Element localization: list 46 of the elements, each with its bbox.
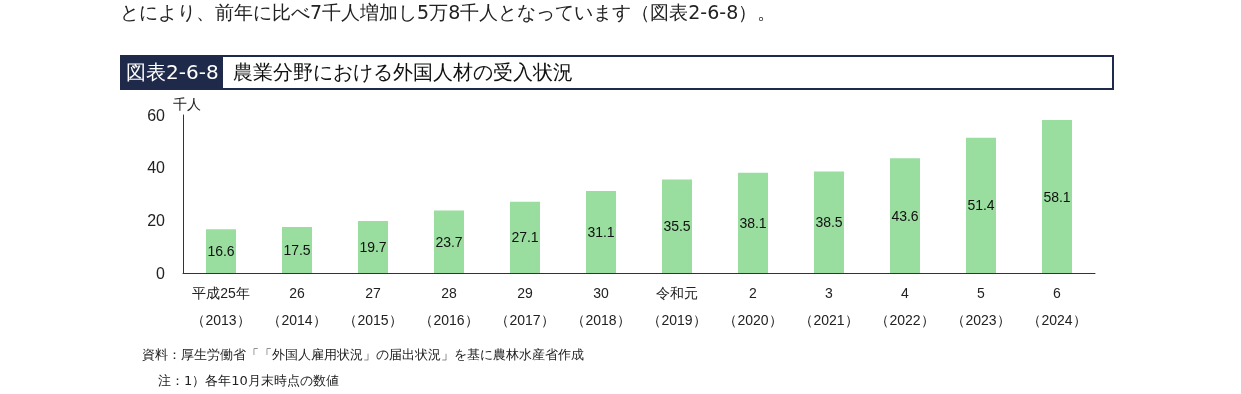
x-tick-label: 4（2022） <box>875 284 935 328</box>
x-tick-label: 5（2023） <box>951 284 1011 328</box>
data-label: 16.6 <box>207 243 235 260</box>
y-tick-label: 20 <box>147 211 166 229</box>
data-label: 27.1 <box>511 229 539 246</box>
bar <box>358 221 388 273</box>
bar <box>738 172 768 273</box>
bar <box>1042 120 1072 273</box>
x-tick-label: 27（2015） <box>343 284 403 328</box>
x-tick-label: 26（2014） <box>267 284 327 328</box>
chart-title: 農業分野における外国人材の受入状況 <box>231 59 573 86</box>
bar <box>966 137 996 273</box>
text: 注：1）各年10月末時点の数値 <box>158 372 339 390</box>
y-tick-label: 60 <box>147 106 166 124</box>
y-tick-label: 0 <box>156 264 166 282</box>
x-tick-label: 2（2020） <box>723 284 783 328</box>
data-label: 38.5 <box>815 214 843 231</box>
x-tick-label: 6（2024） <box>1027 284 1087 328</box>
data-label: 43.6 <box>891 207 919 224</box>
bar <box>282 226 312 273</box>
data-label: 23.7 <box>435 233 463 250</box>
data-label: 19.7 <box>359 239 387 256</box>
data-label: 38.1 <box>739 214 767 231</box>
y-axis-title: 千人 <box>173 96 201 112</box>
data-label: 58.1 <box>1043 188 1071 205</box>
y-tick-label: 40 <box>147 159 166 177</box>
text: 資料：厚生労働省「「外国人雇用状況」の届出状況」を基に農林水産省作成 <box>142 346 584 364</box>
data-label: 31.1 <box>587 224 615 241</box>
bar <box>814 171 844 273</box>
chart-subtitle: 図表2-6-8 <box>122 57 223 88</box>
x-tick-label: 30（2018） <box>571 284 631 328</box>
data-label: 17.5 <box>283 241 311 258</box>
data-label: 51.4 <box>967 197 995 214</box>
x-tick-label: 平成25年（2013） <box>191 284 251 328</box>
bar <box>890 158 920 273</box>
text: とにより、前年に比べ7千人増加し5万8千人となっています（図表2-6-8）。 <box>120 0 777 25</box>
bar <box>434 210 464 273</box>
x-tick-label: 令和元（2019） <box>647 284 707 328</box>
bar <box>586 191 616 273</box>
bar <box>662 179 692 273</box>
x-tick-label: 3（2021） <box>799 284 859 328</box>
bar <box>510 201 540 273</box>
x-tick-label: 28（2016） <box>419 284 479 328</box>
data-label: 35.5 <box>663 218 691 235</box>
x-tick-label: 29（2017） <box>495 284 555 328</box>
bar <box>206 229 236 273</box>
